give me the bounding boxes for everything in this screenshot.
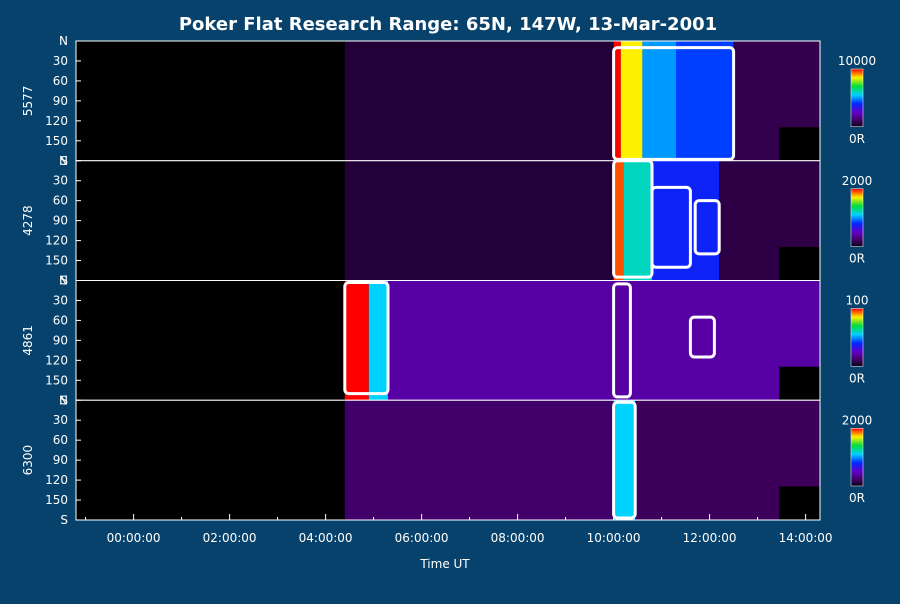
y-tick-label: 150 bbox=[45, 493, 68, 507]
x-tick-label: 00:00:00 bbox=[107, 531, 161, 545]
x-tick-label: 02:00:00 bbox=[203, 531, 257, 545]
panel-4278: N 30 60 90 120 150 S 4278 2000 0R bbox=[21, 154, 872, 288]
y-tick-label: S bbox=[60, 274, 68, 288]
emission-band bbox=[344, 160, 614, 281]
y-tick-label: 30 bbox=[53, 174, 68, 188]
colorbar bbox=[850, 188, 864, 247]
y-tick-label: 150 bbox=[45, 134, 68, 148]
intensity-contour bbox=[612, 400, 637, 520]
intensity-contour bbox=[612, 46, 736, 161]
y-tick-label: 30 bbox=[53, 54, 68, 68]
emission-band bbox=[676, 41, 734, 161]
y-tick-label: S bbox=[60, 393, 68, 407]
emission-band bbox=[344, 280, 369, 401]
emission-band bbox=[613, 160, 624, 281]
colorbar-min-label: 0R bbox=[849, 371, 865, 385]
colorbar bbox=[850, 308, 864, 367]
y-tick-label: N bbox=[59, 393, 68, 407]
y-tick-label: 60 bbox=[53, 433, 68, 447]
emission-band bbox=[613, 41, 621, 161]
panel-4861: N 30 60 90 120 150 S 4861 100 0R bbox=[21, 274, 868, 408]
y-tick-label: 150 bbox=[45, 373, 68, 387]
chart-title: Poker Flat Research Range: 65N, 147W, 13… bbox=[179, 14, 717, 35]
colorbar-min-label: 0R bbox=[849, 491, 865, 505]
y-tick-label: 90 bbox=[53, 214, 68, 228]
y-tick-label: N bbox=[59, 154, 68, 168]
data-gap-block bbox=[779, 127, 820, 161]
panel-wavelength-label: 6300 bbox=[21, 445, 35, 476]
emission-band bbox=[652, 160, 720, 281]
y-tick-label: N bbox=[59, 274, 68, 288]
y-tick-label: 90 bbox=[53, 94, 68, 108]
colorbar-max-label: 2000 bbox=[842, 413, 873, 427]
colorbar bbox=[850, 428, 864, 487]
panels-layer: N 30 60 90 120 150 S 5577 10000 0R N 30 60 90 120 150 S 4… bbox=[21, 34, 876, 527]
y-tick-label: S bbox=[60, 513, 68, 527]
panel-content bbox=[343, 280, 820, 401]
y-tick-label: 120 bbox=[45, 353, 68, 367]
panel-5577: N 30 60 90 120 150 S 5577 10000 0R bbox=[21, 34, 876, 168]
intensity-contour bbox=[343, 280, 390, 396]
intensity-contour bbox=[650, 185, 692, 269]
y-tick-label: 120 bbox=[45, 114, 68, 128]
data-gap-block bbox=[779, 486, 820, 520]
emission-band bbox=[613, 400, 636, 520]
panel-content bbox=[344, 160, 820, 281]
x-tick-label: 08:00:00 bbox=[491, 531, 545, 545]
x-tick-label: 06:00:00 bbox=[395, 531, 449, 545]
y-tick-label: 90 bbox=[53, 453, 68, 467]
y-tick-label: 90 bbox=[53, 333, 68, 347]
colorbar-min-label: 0R bbox=[849, 252, 865, 266]
x-tick-label: 12:00:00 bbox=[683, 531, 737, 545]
y-tick-label: 30 bbox=[53, 293, 68, 307]
intensity-contour bbox=[693, 199, 721, 256]
y-tick-label: N bbox=[59, 34, 68, 48]
x-tick-label: 14:00:00 bbox=[779, 531, 833, 545]
y-tick-label: 120 bbox=[45, 473, 68, 487]
y-tick-label: 60 bbox=[53, 194, 68, 208]
panel-wavelength-label: 4861 bbox=[21, 325, 35, 356]
colorbar bbox=[850, 68, 864, 127]
y-tick-label: 60 bbox=[53, 74, 68, 88]
intensity-contour bbox=[612, 282, 632, 399]
panel-wavelength-label: 4278 bbox=[21, 205, 35, 236]
data-gap-block bbox=[779, 246, 820, 281]
panel-6300: N 30 60 90 120 150 S 6300 2000 0R bbox=[21, 393, 872, 527]
panel-content bbox=[344, 41, 820, 161]
y-tick-label: S bbox=[60, 154, 68, 168]
emission-band bbox=[620, 41, 643, 161]
x-axis: 00:00:00 02:00:00 04:00:00 06:00:00 08:00:00… bbox=[85, 514, 833, 545]
data-gap-block bbox=[779, 366, 820, 401]
colorbar-max-label: 2000 bbox=[842, 174, 873, 188]
emission-band bbox=[344, 41, 614, 161]
y-tick-label: 150 bbox=[45, 254, 68, 268]
x-tick-label: 10:00:00 bbox=[587, 531, 641, 545]
emission-band bbox=[344, 400, 614, 520]
intensity-contour bbox=[688, 315, 716, 359]
emission-band bbox=[388, 280, 820, 401]
colorbar-min-label: 0R bbox=[849, 132, 865, 146]
y-tick-label: 60 bbox=[53, 313, 68, 327]
panel-content bbox=[344, 400, 820, 520]
colorbar-max-label: 100 bbox=[846, 294, 869, 308]
emission-band bbox=[623, 160, 652, 281]
panel-wavelength-label: 5577 bbox=[21, 86, 35, 117]
y-tick-label: 30 bbox=[53, 413, 68, 427]
colorbar-max-label: 10000 bbox=[838, 54, 876, 68]
y-tick-label: 120 bbox=[45, 234, 68, 248]
x-tick-label: 04:00:00 bbox=[299, 531, 353, 545]
emission-band bbox=[642, 41, 676, 161]
x-axis-label: Time UT bbox=[419, 557, 470, 571]
emission-band bbox=[368, 280, 388, 401]
